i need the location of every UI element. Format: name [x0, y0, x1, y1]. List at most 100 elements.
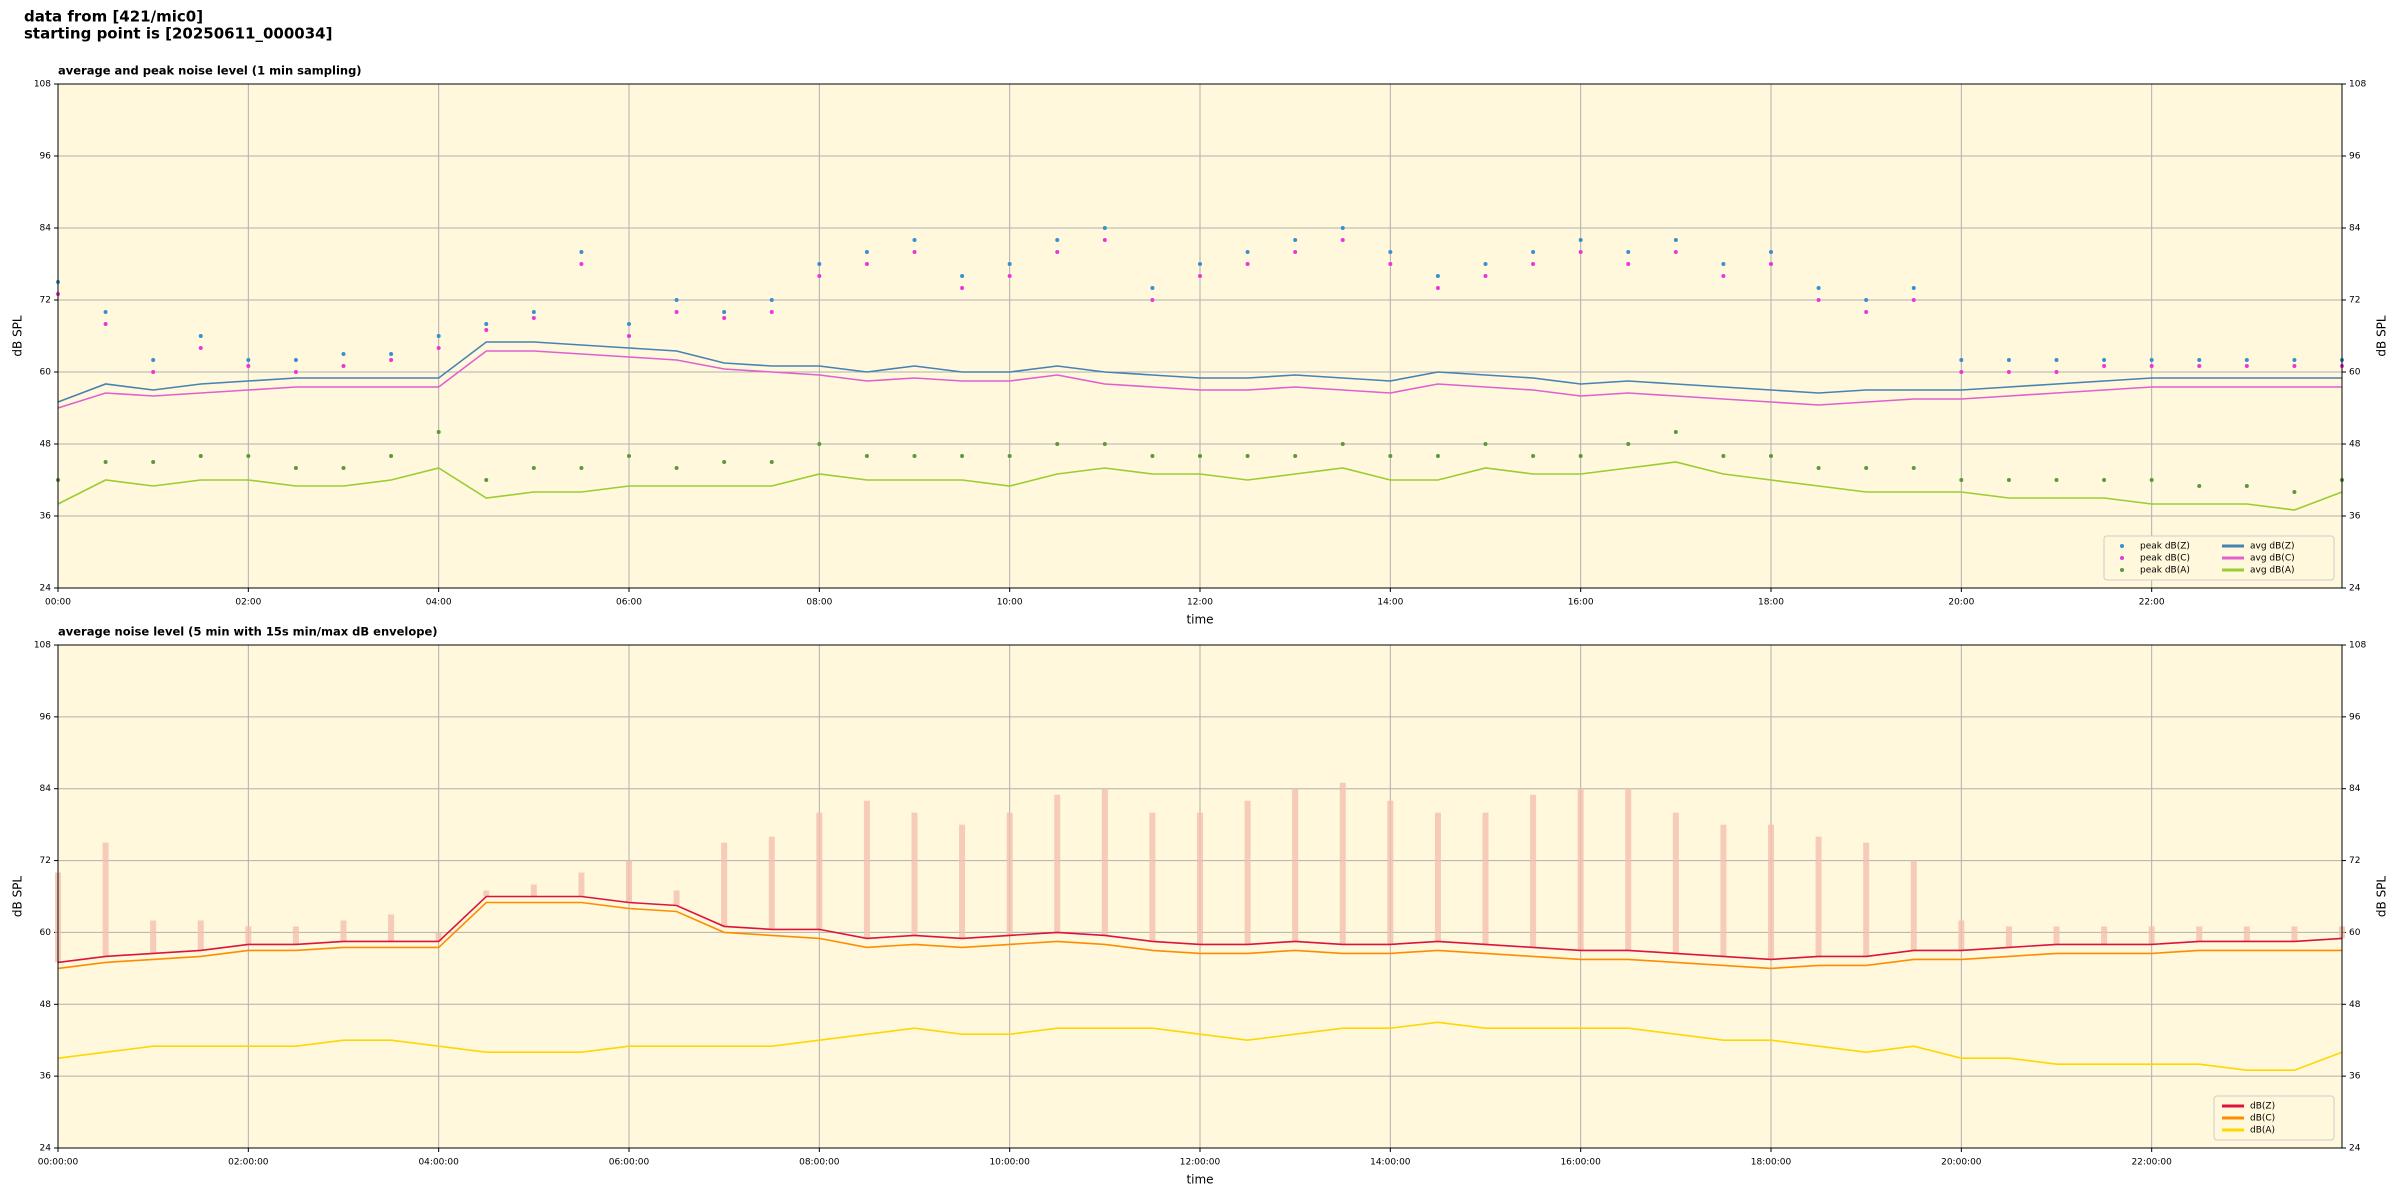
- x-tick-label: 20:00:00: [1941, 1158, 1982, 1168]
- peak-point: [627, 334, 631, 338]
- peak-point: [627, 322, 631, 326]
- peak-point: [1721, 262, 1726, 266]
- peak-point: [1483, 442, 1488, 446]
- peak-point: [2197, 358, 2202, 362]
- peak-point: [817, 442, 822, 446]
- peak-point: [1388, 262, 1393, 266]
- y-tick-label: 24: [2349, 1144, 2361, 1154]
- peak-point: [2054, 358, 2059, 362]
- y-tick-label: 108: [34, 641, 51, 651]
- y-tick-label: 96: [2349, 152, 2361, 162]
- y-tick-label: 60: [40, 368, 52, 378]
- peak-point: [1055, 442, 1060, 446]
- peak-point: [246, 454, 251, 458]
- peak-point: [436, 430, 441, 434]
- peak-point: [2006, 358, 2011, 362]
- y-tick-label: 84: [40, 224, 52, 234]
- peak-point: [1816, 286, 1821, 290]
- peak-point: [627, 454, 631, 458]
- peak-point: [1578, 238, 1583, 242]
- peak-point: [2006, 370, 2011, 374]
- x-tick-label: 10:00:00: [989, 1158, 1030, 1168]
- peak-point: [722, 310, 727, 314]
- peak-point: [1388, 250, 1393, 254]
- peak-point: [151, 370, 156, 374]
- peak-point: [1769, 262, 1773, 266]
- peak-point: [341, 352, 346, 356]
- series-line: [57, 341, 2342, 403]
- x-tick-label: 14:00:00: [1370, 1158, 1411, 1168]
- peak-point: [2149, 478, 2154, 482]
- peak-point: [1483, 262, 1488, 266]
- peak-point: [674, 310, 679, 314]
- peak-point: [579, 250, 584, 254]
- x-tick-label: 12:00: [1187, 598, 1213, 608]
- y-tick-label: 72: [40, 856, 51, 866]
- peak-point: [1198, 274, 1202, 278]
- y-tick-label: 36: [40, 1072, 52, 1082]
- peak-point: [1435, 286, 1440, 290]
- peak-point: [1245, 454, 1250, 458]
- y-tick-label: 72: [2349, 296, 2360, 306]
- x-tick-label: 02:00: [235, 598, 261, 608]
- y-tick-label: 108: [34, 80, 51, 90]
- peak-point: [1340, 442, 1345, 446]
- y-tick-label: 96: [40, 712, 52, 722]
- peak-point: [769, 310, 774, 314]
- peak-point: [1340, 226, 1345, 230]
- series-line: [57, 895, 2343, 964]
- peak-point: [1531, 454, 1536, 458]
- peak-point: [1721, 454, 1726, 458]
- peak-point: [2244, 484, 2249, 488]
- peak-point: [2244, 358, 2249, 362]
- peak-point: [1293, 238, 1298, 242]
- peak-point: [674, 466, 679, 470]
- y-tick-label: 24: [40, 584, 52, 594]
- y-tick-label: 96: [2349, 712, 2361, 722]
- legend-label: dB(A): [2250, 1126, 2275, 1136]
- y-axis-label: dB SPL: [11, 315, 25, 357]
- y-tick-label: 96: [40, 152, 52, 162]
- peak-point: [389, 358, 394, 362]
- y-tick-label: 48: [40, 440, 52, 450]
- peak-point: [1150, 454, 1155, 458]
- peak-point: [912, 250, 917, 254]
- plot-frame: [57, 644, 2343, 1149]
- peak-point: [2244, 364, 2249, 368]
- y-tick-label: 48: [2349, 440, 2361, 450]
- legend-label: dB(C): [2250, 1114, 2275, 1124]
- peak-point: [531, 316, 536, 320]
- peak-point: [1959, 478, 1964, 482]
- header-line: starting point is [20250611_000034]: [24, 25, 332, 43]
- y-tick-label: 84: [2349, 224, 2361, 234]
- y-tick-label: 60: [2349, 928, 2361, 938]
- legend-marker: [2120, 556, 2124, 560]
- y-tick-label: 24: [40, 1144, 52, 1154]
- peak-point: [1007, 274, 1012, 278]
- x-tick-label: 06:00: [616, 598, 642, 608]
- x-tick-label: 04:00:00: [418, 1158, 459, 1168]
- legend-label: avg dB(C): [2250, 554, 2295, 564]
- y-axis-label: dB SPL: [2375, 315, 2389, 357]
- peak-point: [1102, 442, 1107, 446]
- peak-point: [960, 454, 965, 458]
- peak-point: [198, 454, 203, 458]
- y-tick-label: 60: [40, 928, 52, 938]
- y-tick-label: 48: [2349, 1000, 2361, 1010]
- y-tick-label: 72: [2349, 856, 2360, 866]
- peak-point: [1673, 250, 1678, 254]
- peak-point: [2292, 358, 2297, 362]
- y-tick-label: 36: [40, 512, 52, 522]
- y-axis-label: dB SPL: [11, 876, 25, 918]
- peak-point: [1721, 274, 1726, 278]
- legend-marker: [2120, 544, 2124, 548]
- peak-point: [1007, 262, 1012, 266]
- x-tick-label: 10:00: [997, 598, 1023, 608]
- x-tick-label: 16:00: [1568, 598, 1594, 608]
- peak-point: [1959, 370, 1964, 374]
- peak-point: [1864, 298, 1869, 302]
- peak-point: [2054, 478, 2059, 482]
- peak-point: [1578, 250, 1583, 254]
- peak-point: [1102, 238, 1107, 242]
- peak-point: [1531, 262, 1536, 266]
